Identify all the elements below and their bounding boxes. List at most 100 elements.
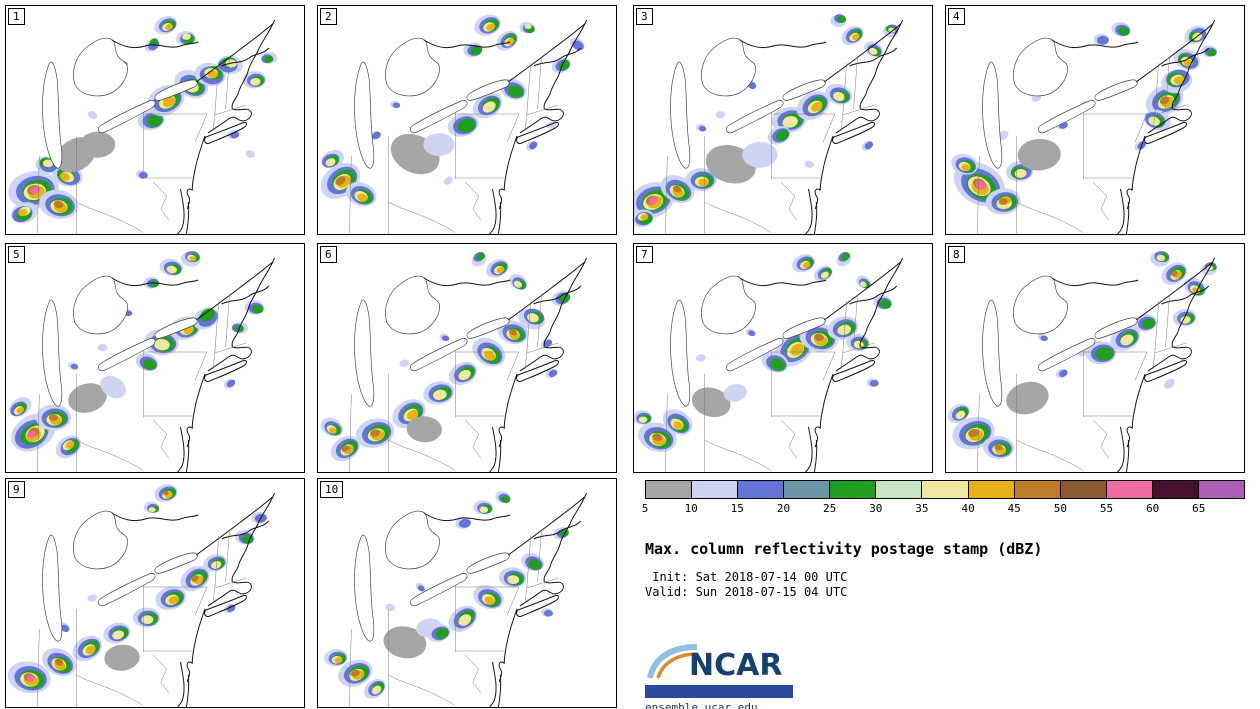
colorbar-segment (1060, 481, 1107, 498)
ncar-logo-graphic: NCAR (647, 644, 782, 683)
lakes-outline (982, 37, 1138, 169)
colorbar-segment (784, 481, 831, 498)
lakes-outline (670, 37, 826, 169)
reflectivity-map (950, 19, 1217, 234)
colorbar-segment (1014, 481, 1061, 498)
reflectivity-map (9, 251, 276, 472)
valid-time: Valid: Sun 2018-07-15 04 UTC (645, 585, 848, 599)
reflectivity-map (634, 14, 904, 234)
colorbar-tick-label: 35 (915, 502, 929, 515)
logo-text: NCAR (689, 648, 782, 680)
lakes-outline (42, 275, 198, 407)
logo-swoosh-icon (647, 644, 698, 679)
reflectivity-blobs (7, 484, 268, 694)
lakes-outline (982, 275, 1138, 407)
panel-number: 8 (948, 246, 965, 263)
postage-stamp-panel-5: 5 (5, 243, 305, 473)
reflectivity-colorbar (645, 480, 1245, 499)
panel-number: 1 (8, 8, 25, 25)
colorbar-tick-label: 15 (730, 502, 744, 515)
coastline (111, 492, 276, 707)
state-borders (977, 56, 1187, 234)
panel-number: 10 (320, 481, 344, 498)
panel-number: 7 (636, 246, 653, 263)
colorbar-tick-label: 30 (869, 502, 883, 515)
colorbar-tick-label: 40 (961, 502, 975, 515)
lakes-outline (42, 510, 198, 642)
postage-stamp-panel-9: 9 (5, 478, 305, 708)
colorbar-tick-label: 50 (1053, 502, 1068, 515)
reflectivity-blobs (634, 14, 899, 227)
colorbar-segment (738, 481, 785, 498)
reflectivity-map (947, 251, 1218, 472)
lakes-outline (354, 275, 510, 407)
colorbar-segment (692, 481, 739, 498)
reflectivity-blobs (320, 14, 585, 207)
logo-bar (645, 685, 793, 698)
coastline (739, 19, 904, 234)
init-time: Init: Sat 2018-07-14 00 UTC (645, 570, 848, 584)
colorbar-segment (876, 481, 923, 498)
state-borders (37, 56, 247, 234)
colorbar-tick-label: 10 (684, 502, 698, 515)
postage-stamp-panel-7: 7 (633, 243, 933, 473)
lakes-outline (670, 275, 826, 407)
postage-stamp-panel-10: 10 (317, 478, 617, 708)
panel-number: 2 (320, 8, 337, 25)
plot-title: Max. column reflectivity postage stamp (… (645, 540, 1043, 558)
postage-stamp-panel-3: 3 (633, 5, 933, 235)
reflectivity-blobs (634, 251, 893, 453)
coastline (739, 257, 904, 472)
colorbar-tick-label: 25 (822, 502, 837, 515)
colorbar-tick-labels: 5 10 15 20 25 30 35 40 45 50 55 60 65 (641, 502, 1245, 516)
reflectivity-map (7, 484, 276, 707)
postage-stamp-panel-8: 8 (945, 243, 1245, 473)
state-borders (37, 529, 247, 707)
panel-number: 9 (8, 481, 25, 498)
coastline (423, 492, 588, 707)
state-borders (37, 294, 247, 472)
coastline (111, 257, 276, 472)
colorbar-segment (646, 481, 693, 498)
postage-stamp-panel-1: 1 (5, 5, 305, 235)
lakes-outline (354, 37, 510, 169)
postage-stamp-panel-2: 2 (317, 5, 617, 235)
coastline (111, 19, 276, 234)
panel-number: 5 (8, 246, 25, 263)
lakes-outline (42, 37, 198, 169)
reflectivity-map (320, 14, 588, 234)
colorbar-segment (1152, 481, 1199, 498)
colorbar-tick-label: 55 (1099, 502, 1114, 515)
state-borders (349, 294, 559, 472)
ncar-logo: NCAR ensemble.ucar.edu (645, 642, 1245, 709)
colorbar-segment (922, 481, 969, 498)
reflectivity-blobs (320, 251, 571, 462)
logo-swoosh2-icon (656, 652, 698, 679)
reflectivity-map (634, 251, 904, 472)
reflectivity-map (8, 16, 278, 234)
postage-stamp-panel-6: 6 (317, 243, 617, 473)
reflectivity-map (324, 491, 588, 707)
reflectivity-blobs (324, 491, 569, 699)
colorbar-segment (1198, 481, 1245, 498)
colorbar-tick-label: 65 (1192, 502, 1206, 515)
colorbar-tick-label: 20 (776, 502, 791, 515)
reflectivity-map (320, 251, 588, 472)
panel-number: 3 (636, 8, 653, 25)
colorbar-segment (1106, 481, 1153, 498)
legend: 5 10 15 20 25 30 35 40 45 50 55 60 65 Max. column re… (641, 480, 1245, 709)
coastline (1051, 19, 1216, 234)
coastline (423, 257, 588, 472)
state-borders (349, 56, 559, 234)
colorbar-tick-label: 5 (641, 502, 649, 515)
state-borders (349, 529, 559, 707)
colorbar-tick-label: 60 (1146, 502, 1160, 515)
state-borders (665, 294, 875, 472)
coastline (423, 19, 588, 234)
time-info: Init: Sat 2018-07-14 00 UTC Valid: Sun 2… (645, 570, 1245, 600)
colorbar-segment (968, 481, 1015, 498)
colorbar-tick-label: 45 (1007, 502, 1021, 515)
colorbar-segment (830, 481, 877, 498)
state-borders (977, 294, 1187, 472)
